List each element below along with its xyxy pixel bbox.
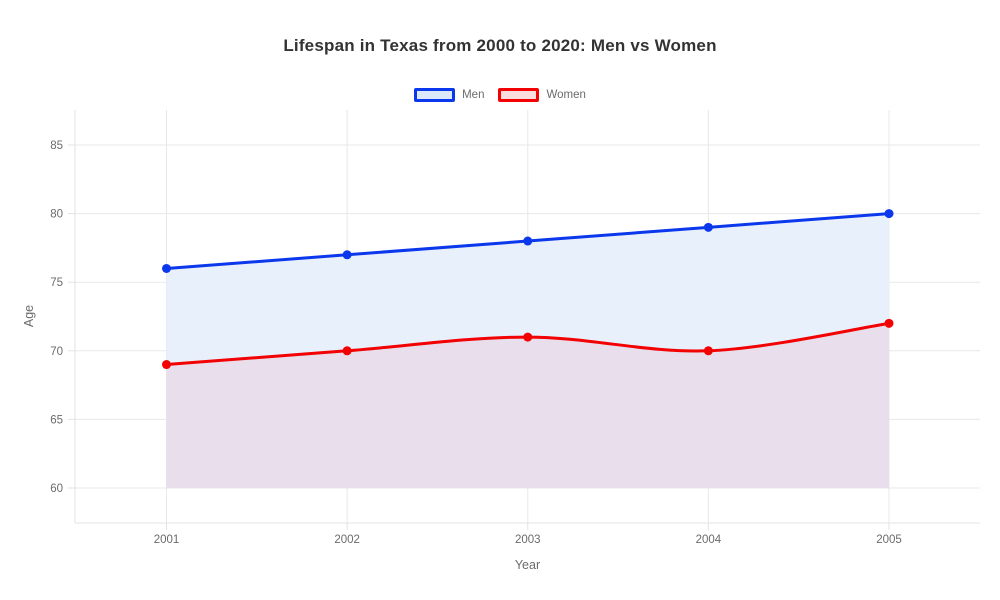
y-tick-label: 65	[50, 414, 63, 426]
men-legend-label: Men	[462, 89, 485, 101]
women-data-point[interactable]	[703, 346, 713, 356]
tick-layer: 60 65 70 75 80 85 2001 2002 2003 2004 2005	[50, 140, 902, 546]
y-tick-label: 75	[50, 277, 63, 289]
women-legend-swatch-icon	[498, 88, 540, 102]
y-axis-title: Age	[22, 305, 36, 327]
area-layer	[166, 213, 889, 488]
men-area-fill	[166, 213, 889, 365]
men-data-point[interactable]	[884, 209, 894, 219]
men-data-point[interactable]	[162, 263, 171, 273]
line-layer	[162, 209, 894, 370]
x-tick-label: 2003	[515, 534, 541, 546]
y-tick-label: 80	[50, 209, 63, 221]
women-data-point[interactable]	[884, 318, 894, 328]
men-data-point[interactable]	[342, 250, 352, 260]
x-tick-label: 2002	[334, 534, 360, 546]
women-data-point[interactable]	[342, 346, 352, 356]
men-legend-swatch-icon	[414, 88, 456, 102]
men-data-point[interactable]	[523, 236, 533, 246]
women-data-point[interactable]	[523, 332, 533, 342]
legend-item-men[interactable]: Men	[414, 88, 484, 102]
x-tick-label: 2004	[696, 534, 722, 546]
y-tick-label: 85	[50, 140, 63, 152]
legend: Men Women	[0, 88, 1000, 102]
women-area-fill	[166, 323, 889, 488]
y-tick-label: 60	[50, 483, 63, 495]
x-axis-title: Year	[515, 558, 540, 572]
women-data-point[interactable]	[162, 360, 171, 370]
women-legend-label: Women	[546, 89, 586, 101]
x-tick-label: 2005	[876, 534, 902, 546]
men-data-point[interactable]	[703, 222, 713, 232]
legend-item-women[interactable]: Women	[498, 88, 586, 102]
chart-title: Lifespan in Texas from 2000 to 2020: Men…	[283, 36, 717, 55]
x-tick-label: 2001	[154, 534, 180, 546]
y-tick-label: 70	[50, 346, 63, 358]
